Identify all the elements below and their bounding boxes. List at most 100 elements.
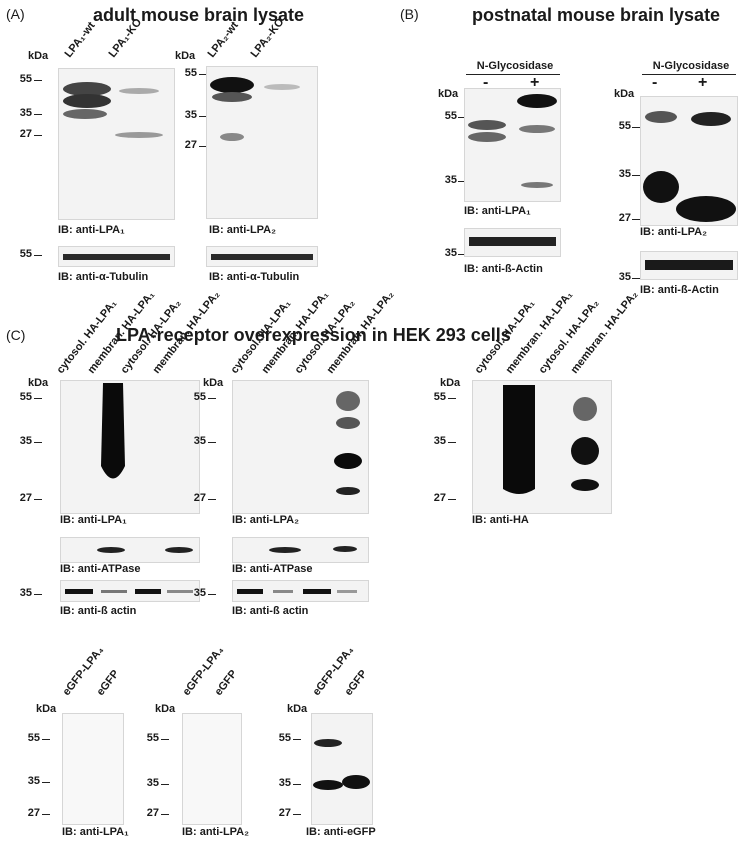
mw-tick bbox=[161, 784, 169, 785]
band bbox=[336, 391, 360, 411]
mw-tick bbox=[208, 594, 216, 595]
mw-marker: 55 bbox=[146, 732, 159, 744]
mw-marker: 27 bbox=[19, 128, 32, 140]
band bbox=[313, 780, 343, 790]
loading-caption: IB: anti-ß-Actin bbox=[640, 284, 719, 296]
mw-tick bbox=[42, 782, 50, 783]
mw-marker: 55 bbox=[433, 391, 446, 403]
mw-tick bbox=[34, 499, 42, 500]
band bbox=[63, 109, 107, 119]
mw-marker: 55 bbox=[19, 73, 32, 85]
band bbox=[571, 479, 599, 491]
mw-tick bbox=[208, 499, 216, 500]
mw-tick bbox=[293, 784, 301, 785]
band bbox=[571, 437, 599, 465]
mw-marker: 35 bbox=[278, 777, 291, 789]
lane-label: eGFP bbox=[212, 667, 240, 698]
ib-caption: IB: anti-HA bbox=[472, 514, 529, 526]
lane-label: LPA₁-wt bbox=[62, 19, 98, 60]
mw-tick bbox=[458, 181, 466, 182]
kda-label: kDa bbox=[28, 377, 49, 389]
kda-label: kDa bbox=[36, 703, 57, 715]
band bbox=[333, 546, 357, 552]
mw-marker: 35 bbox=[193, 435, 206, 447]
mw-tick bbox=[34, 255, 42, 256]
band bbox=[337, 590, 357, 593]
mw-marker: 55 bbox=[184, 67, 197, 79]
band bbox=[101, 383, 125, 479]
mw-marker: 55 bbox=[193, 391, 206, 403]
band bbox=[643, 171, 679, 203]
panel-c-title: LPA-receptor overexpression in HEK 293 c… bbox=[116, 325, 511, 345]
mw-tick bbox=[208, 398, 216, 399]
band bbox=[336, 417, 360, 429]
mw-tick bbox=[42, 739, 50, 740]
mw-tick bbox=[448, 499, 456, 500]
band bbox=[303, 589, 331, 594]
band bbox=[469, 237, 556, 246]
mw-tick bbox=[632, 127, 640, 128]
panel-c-label: (C) bbox=[6, 327, 26, 343]
mw-marker: 35 bbox=[193, 587, 206, 599]
plus-sign: + bbox=[530, 74, 540, 91]
band bbox=[336, 487, 360, 495]
panel-a-title: adult mouse brain lysate bbox=[93, 5, 305, 25]
mw-tick bbox=[161, 814, 169, 815]
ib-caption: IB: anti-eGFP bbox=[306, 826, 376, 838]
band bbox=[210, 77, 254, 93]
kda-label: kDa bbox=[614, 88, 635, 100]
panel-b-title: postnatal mouse brain lysate bbox=[472, 5, 721, 25]
band bbox=[503, 385, 535, 494]
mw-marker: 55 bbox=[27, 732, 40, 744]
mw-marker: 35 bbox=[618, 271, 631, 283]
band bbox=[135, 589, 161, 594]
mw-tick bbox=[208, 442, 216, 443]
mw-marker: 35 bbox=[19, 107, 32, 119]
mw-marker: 35 bbox=[184, 109, 197, 121]
band bbox=[573, 397, 597, 421]
mw-marker: 27 bbox=[146, 807, 159, 819]
mw-tick bbox=[293, 739, 301, 740]
kda-label: kDa bbox=[438, 88, 459, 100]
glycosidase-header: N-Glycosidase bbox=[476, 60, 554, 72]
mw-tick bbox=[448, 442, 456, 443]
glycosidase-line bbox=[466, 74, 560, 75]
mw-marker: 35 bbox=[444, 247, 457, 259]
kda-label: kDa bbox=[28, 50, 49, 62]
blot-c-egfp bbox=[311, 713, 373, 825]
mw-tick bbox=[42, 814, 50, 815]
ib-caption: IB: anti-LPA₁ bbox=[464, 205, 531, 217]
band bbox=[65, 589, 93, 594]
mw-tick bbox=[34, 135, 42, 136]
blot-c-atpase-1 bbox=[60, 537, 200, 563]
loading-caption: IB: anti-α-Tubulin bbox=[58, 271, 149, 283]
mw-marker: 27 bbox=[278, 807, 291, 819]
loading-caption: IB: anti-ß-Actin bbox=[464, 263, 543, 275]
plus-sign: + bbox=[698, 74, 708, 91]
mw-marker: 35 bbox=[444, 174, 457, 186]
blot-c-atpase-2 bbox=[232, 537, 369, 563]
band bbox=[167, 590, 193, 593]
mw-tick bbox=[34, 398, 42, 399]
blot-c-actin-2 bbox=[232, 580, 369, 602]
blot-c-lpa2 bbox=[232, 380, 369, 514]
mw-tick bbox=[293, 814, 301, 815]
ib-caption: IB: anti-LPA₂ bbox=[640, 226, 708, 238]
mw-marker: 27 bbox=[193, 492, 206, 504]
band bbox=[334, 453, 362, 469]
minus-sign: - bbox=[652, 74, 658, 91]
mw-marker: 35 bbox=[19, 435, 32, 447]
band bbox=[468, 132, 506, 142]
blot-a-tubulin-2 bbox=[206, 246, 318, 267]
band bbox=[97, 547, 125, 553]
band bbox=[101, 590, 127, 593]
band bbox=[521, 182, 553, 188]
mw-tick bbox=[448, 398, 456, 399]
mw-marker: 27 bbox=[184, 139, 197, 151]
band bbox=[63, 82, 111, 96]
band bbox=[468, 120, 506, 130]
mw-marker: 35 bbox=[27, 775, 40, 787]
band bbox=[115, 132, 163, 138]
ib-caption: IB: anti-LPA₂ bbox=[232, 514, 300, 526]
mw-marker: 27 bbox=[19, 492, 32, 504]
